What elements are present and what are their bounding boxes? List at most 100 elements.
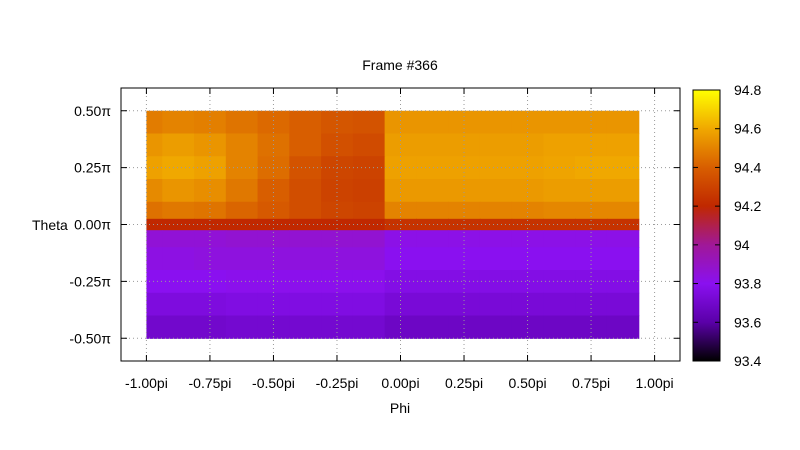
heatmap-cell (257, 179, 290, 203)
heatmap-cell (257, 247, 290, 271)
heatmap-cell (606, 201, 640, 220)
heatmap-cell (321, 133, 354, 157)
heatmap-cell (384, 230, 417, 248)
heatmap-cell (162, 315, 195, 339)
heatmap-cell (321, 201, 354, 220)
heatmap-cell (479, 110, 513, 135)
heatmap-cell (352, 201, 386, 220)
heatmap-cell (511, 247, 545, 271)
heatmap-cell (321, 315, 354, 339)
heatmap-cell (479, 156, 513, 180)
heatmap-cell (416, 292, 449, 317)
heatmap-cell (448, 230, 481, 248)
heatmap-cell (511, 133, 545, 157)
colorbar-tick-label: 93.6 (734, 314, 761, 330)
heatmap-cell (352, 230, 386, 248)
heatmap-cell (448, 110, 481, 135)
heatmap-cell (416, 156, 449, 180)
y-axis-label: Theta (32, 217, 68, 233)
colorbar-tick-label: 94.2 (734, 198, 761, 214)
heatmap-cell (416, 230, 449, 248)
heatmap-cell (146, 292, 163, 317)
heatmap-cell (162, 218, 195, 231)
heatmap-cell (225, 315, 259, 339)
heatmap-cell (575, 179, 608, 203)
heatmap-cell (162, 179, 195, 203)
heatmap-cell (575, 156, 608, 180)
x-tick-label: 0.50pi (508, 375, 546, 391)
heatmap-cell (146, 218, 163, 231)
heatmap-cell (225, 247, 259, 271)
heatmap-cell (606, 230, 640, 248)
heatmap-cell (479, 247, 513, 271)
heatmap-cell (384, 315, 417, 339)
heatmap-cell (416, 270, 449, 294)
colorbar-tick-label: 94.8 (734, 82, 761, 98)
y-tick-label: 0.25π (74, 160, 111, 176)
x-axis: -1.00pi -0.75pi -0.50pi -0.25pi 0.00pi 0.25pi… (125, 88, 674, 391)
heatmap-cell (194, 133, 227, 157)
heatmap-cell (146, 270, 163, 294)
heatmap-cell (162, 201, 195, 220)
heatmap-cell (289, 201, 322, 220)
heatmap-cell (162, 247, 195, 271)
heatmap-cell (289, 315, 322, 339)
heatmap-cell (479, 315, 513, 339)
heatmap-cell (289, 179, 322, 203)
colorbar-ticks: 93.4 93.6 93.8 94 94.2 94.4 94.6 94.8 (693, 82, 761, 369)
chart-title: Frame #366 (362, 57, 438, 73)
x-tick-label: 0.25pi (445, 375, 483, 391)
heatmap-cell (257, 133, 290, 157)
heatmap-cell (543, 270, 576, 294)
heatmap-cell (162, 110, 195, 135)
heatmap-cell (575, 110, 608, 135)
heatmap-cell (146, 201, 163, 220)
heatmap-cell (511, 230, 545, 248)
heatmap-cell (448, 179, 481, 203)
heatmap-cell (606, 315, 640, 339)
heatmap-cell (162, 292, 195, 317)
heatmap-cell (543, 218, 576, 231)
heatmap-cell (194, 201, 227, 220)
heatmap-cell (146, 247, 163, 271)
heatmap-cell (416, 110, 449, 135)
heatmap-cell (575, 133, 608, 157)
heatmap-cell (384, 133, 417, 157)
heatmap-cell (384, 156, 417, 180)
heatmap-cell (146, 179, 163, 203)
heatmap-cell (448, 270, 481, 294)
heatmap-cell (225, 230, 259, 248)
y-tick-label: -0.25π (69, 273, 111, 289)
heatmap-cell (543, 110, 576, 135)
heatmap-cell (479, 230, 513, 248)
heatmap-cell (448, 315, 481, 339)
x-tick-label: 1.00pi (636, 375, 674, 391)
heatmap-cell (257, 110, 290, 135)
heatmap-cell (511, 179, 545, 203)
heatmap-cell (225, 133, 259, 157)
heatmap-cell (606, 156, 640, 180)
heatmap-cell (543, 292, 576, 317)
heatmap-cell (321, 230, 354, 248)
heatmap-cell (448, 201, 481, 220)
heatmap-cell (352, 133, 386, 157)
heatmap-cell (162, 156, 195, 180)
heatmap-cell (511, 201, 545, 220)
colorbar-tick-label: 94.4 (734, 159, 761, 175)
grid-lines (121, 88, 680, 361)
heatmap-cell (479, 133, 513, 157)
x-tick-label: 0.75pi (572, 375, 610, 391)
heatmap-cell (194, 156, 227, 180)
heatmap-cell (289, 292, 322, 317)
heatmap-cell (511, 156, 545, 180)
heatmap-cell (416, 218, 449, 231)
heatmap-cell (606, 292, 640, 317)
heatmap-cell (257, 230, 290, 248)
heatmap-cell (384, 247, 417, 271)
heatmap-cell (606, 133, 640, 157)
x-tick-label: -0.75pi (189, 375, 232, 391)
heatmap-cell (606, 218, 640, 231)
heatmap-cell (416, 315, 449, 339)
heatmap-cell (225, 201, 259, 220)
